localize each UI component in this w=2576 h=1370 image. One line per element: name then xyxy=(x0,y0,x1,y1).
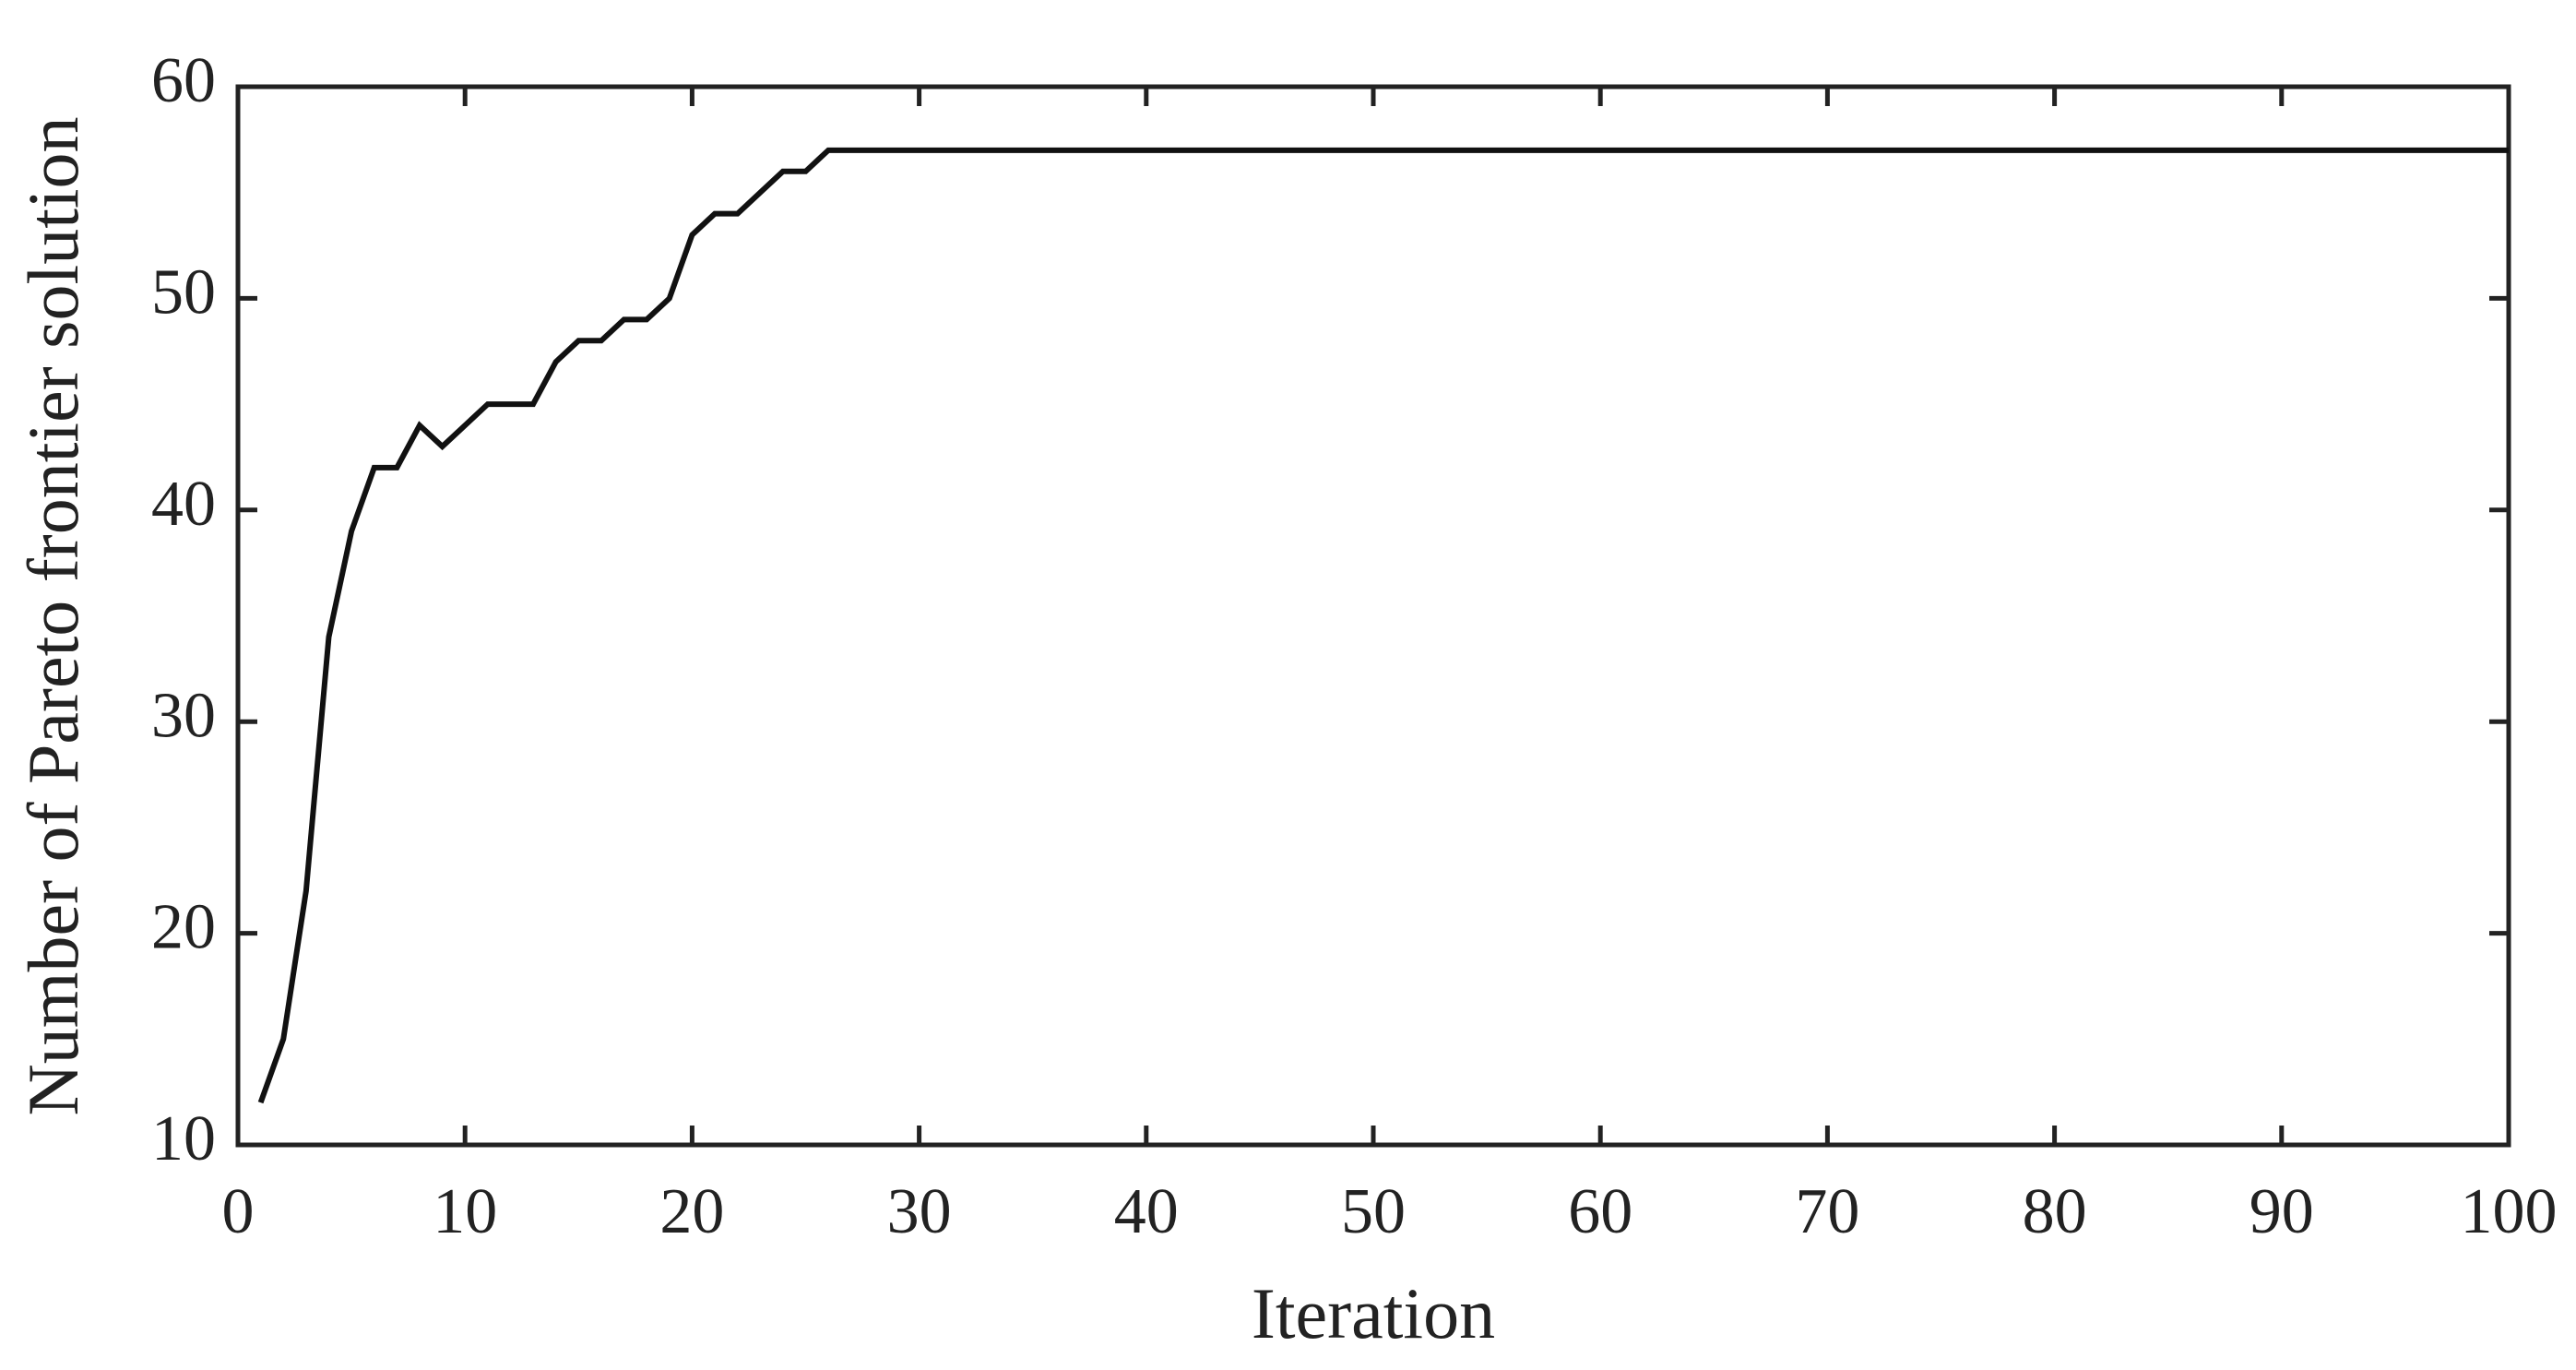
x-tick-label: 20 xyxy=(659,1176,724,1247)
x-tick-label: 0 xyxy=(222,1176,255,1247)
y-tick-label: 60 xyxy=(151,45,216,116)
x-tick-label: 10 xyxy=(433,1176,497,1247)
plot-frame xyxy=(235,84,2511,1148)
x-tick-label: 30 xyxy=(887,1176,952,1247)
y-axis-label: Number of Pareto frontier solution xyxy=(13,116,93,1115)
x-tick-label: 40 xyxy=(1114,1176,1179,1247)
y-tick-label: 10 xyxy=(151,1103,216,1174)
data-line xyxy=(257,147,2509,1104)
x-tick-label: 50 xyxy=(1341,1176,1406,1247)
x-axis-label: Iteration xyxy=(1252,1273,1495,1353)
x-tick-label: 60 xyxy=(1568,1176,1632,1247)
y-tick-label: 40 xyxy=(151,469,216,540)
x-tick-label: 80 xyxy=(2023,1176,2087,1247)
x-tick-label: 100 xyxy=(2461,1176,2558,1247)
y-tick-label: 20 xyxy=(151,892,216,963)
y-tick-label: 30 xyxy=(151,680,216,751)
y-tick-label: 50 xyxy=(151,256,216,328)
x-tick-label: 90 xyxy=(2250,1176,2314,1247)
x-tick-label: 70 xyxy=(1795,1176,1859,1247)
